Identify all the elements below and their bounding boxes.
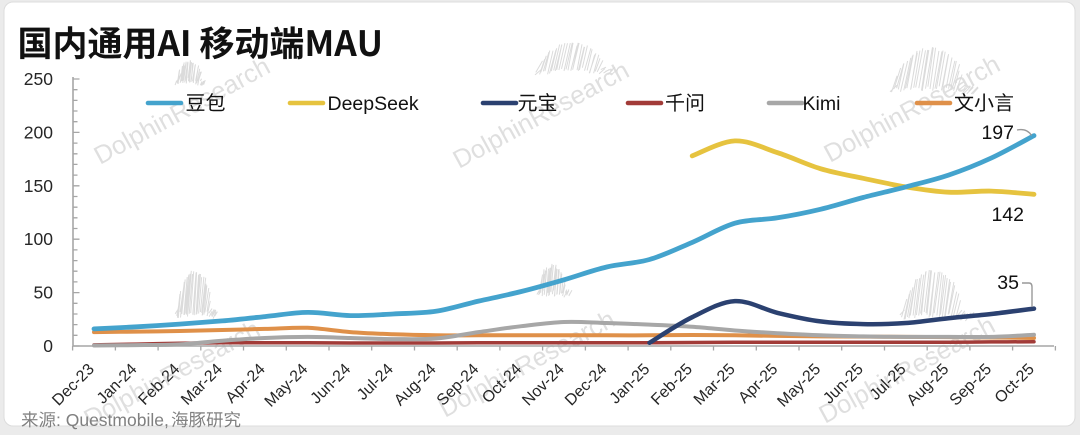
svg-text:: Questmobile,: : Questmobile, [56,410,169,430]
svg-text:50: 50 [34,283,54,303]
svg-text:142: 142 [991,204,1024,226]
svg-text:0: 0 [43,336,53,356]
svg-text:100: 100 [24,229,53,249]
svg-text:197: 197 [981,122,1014,144]
svg-text:150: 150 [24,176,53,196]
svg-text:DeepSeek: DeepSeek [328,93,419,115]
svg-text:35: 35 [997,272,1019,294]
svg-text:250: 250 [24,69,53,89]
svg-text:Kimi: Kimi [803,93,841,115]
svg-text:200: 200 [24,122,53,142]
